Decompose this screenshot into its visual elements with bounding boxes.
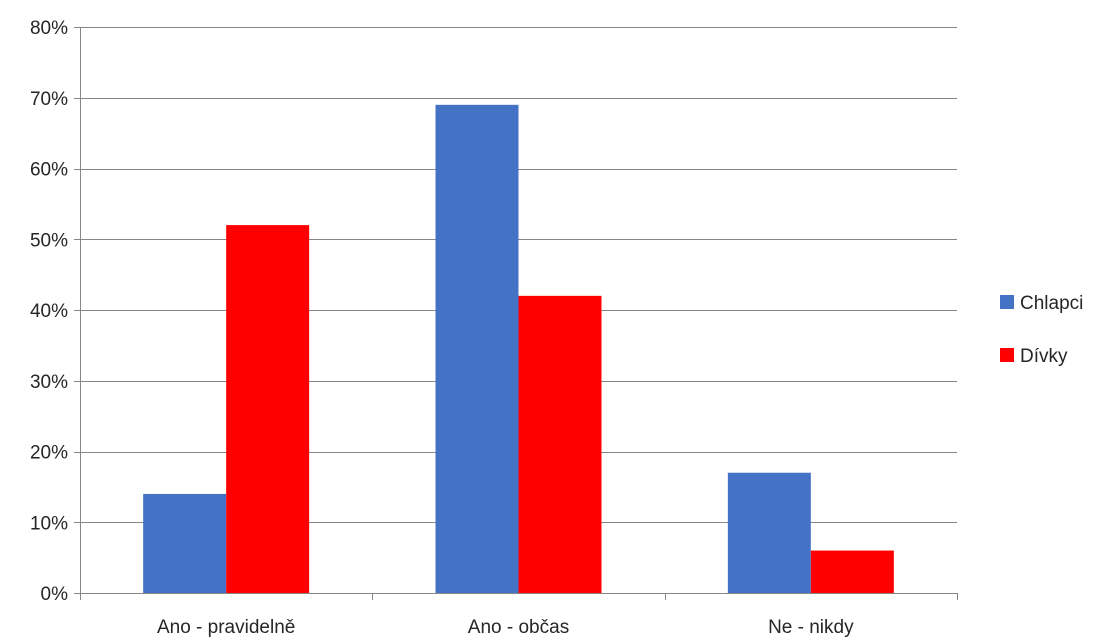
legend: Chlapci Dívky [1000, 293, 1083, 367]
x-category-label: Ne - nikdy [768, 617, 854, 638]
legend-label-dívky: Dívky [1020, 346, 1068, 367]
bar-dívky-2 [518, 295, 602, 593]
x-category-label: Ano - pravidelně [157, 617, 295, 638]
legend-label-chlapci: Chlapci [1020, 293, 1083, 314]
y-tick-label: 70% [30, 89, 68, 110]
legend-swatch-dívky [1000, 348, 1014, 362]
y-tick-label: 30% [30, 372, 68, 393]
bar-chlapci-3 [727, 472, 811, 593]
legend-swatch-chlapci [1000, 295, 1014, 309]
bar-dívky-3 [810, 550, 894, 593]
y-tick-label: 50% [30, 230, 68, 251]
x-category-label: Ano - občas [468, 617, 569, 638]
y-tick-label: 10% [30, 513, 68, 534]
bar-chlapci-1 [143, 493, 227, 593]
y-tick-label: 20% [30, 443, 68, 464]
bars [143, 104, 894, 593]
y-tick-label: 40% [30, 301, 68, 322]
bar-chlapci-2 [435, 104, 519, 593]
y-tick-label: 80% [30, 18, 68, 39]
y-tick-label: 0% [41, 584, 69, 605]
axes: 0% 10% 20% 30% 40% 50% 60% 70% 80% Ano - pravidel… [30, 18, 958, 638]
bar-dívky-1 [226, 225, 310, 593]
y-tick-label: 60% [30, 160, 68, 181]
